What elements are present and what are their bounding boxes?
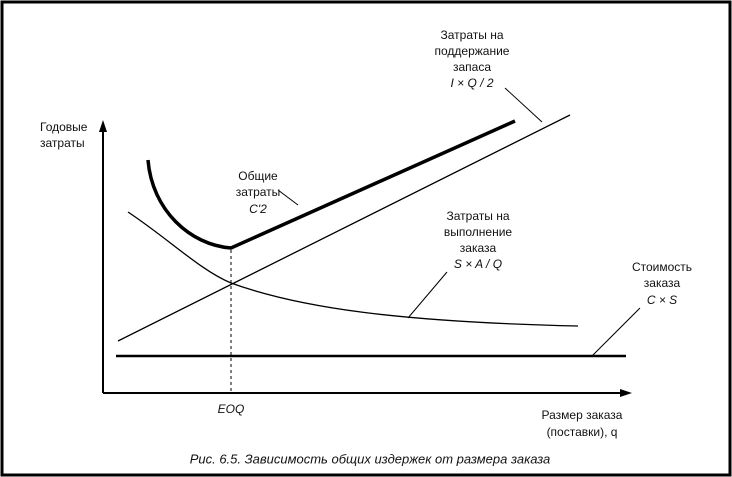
curve-label: запаса [453, 60, 491, 74]
x-arrow [620, 389, 632, 397]
y-label: затраты [40, 136, 85, 150]
caption: Рис. 6.5. Зависимость общих издержек от … [190, 451, 551, 466]
curve-label: C × S [647, 293, 677, 307]
x-label: Размер заказа [542, 408, 623, 422]
total-cost-curve [146, 119, 516, 250]
curve-label: Затраты на [441, 28, 504, 42]
curve-label: Общие [238, 169, 278, 183]
leader [407, 271, 448, 319]
curve-label: поддержание [435, 44, 510, 58]
leader [504, 87, 543, 123]
curve-label: выполнение [444, 225, 513, 239]
curve-label: C'2 [249, 202, 267, 216]
leader [591, 307, 641, 357]
curve-label: заказа [644, 276, 681, 290]
holding-cost-line [117, 114, 571, 342]
ordering-cost-curve [127, 211, 579, 327]
y-arrow [99, 120, 107, 132]
eoq-label: EOQ [218, 402, 245, 416]
curve-label: Затраты на [447, 209, 510, 223]
curve-label: заказа [460, 241, 497, 255]
leader [277, 189, 299, 206]
curve-label: затраты [236, 185, 281, 199]
curve-label: S × A / Q [454, 257, 502, 271]
curve-label: Стоимость [632, 260, 692, 274]
y-label: Годовые [40, 120, 88, 134]
x-label: (поставки), q [547, 425, 618, 439]
curve-label: I × Q / 2 [450, 76, 493, 90]
